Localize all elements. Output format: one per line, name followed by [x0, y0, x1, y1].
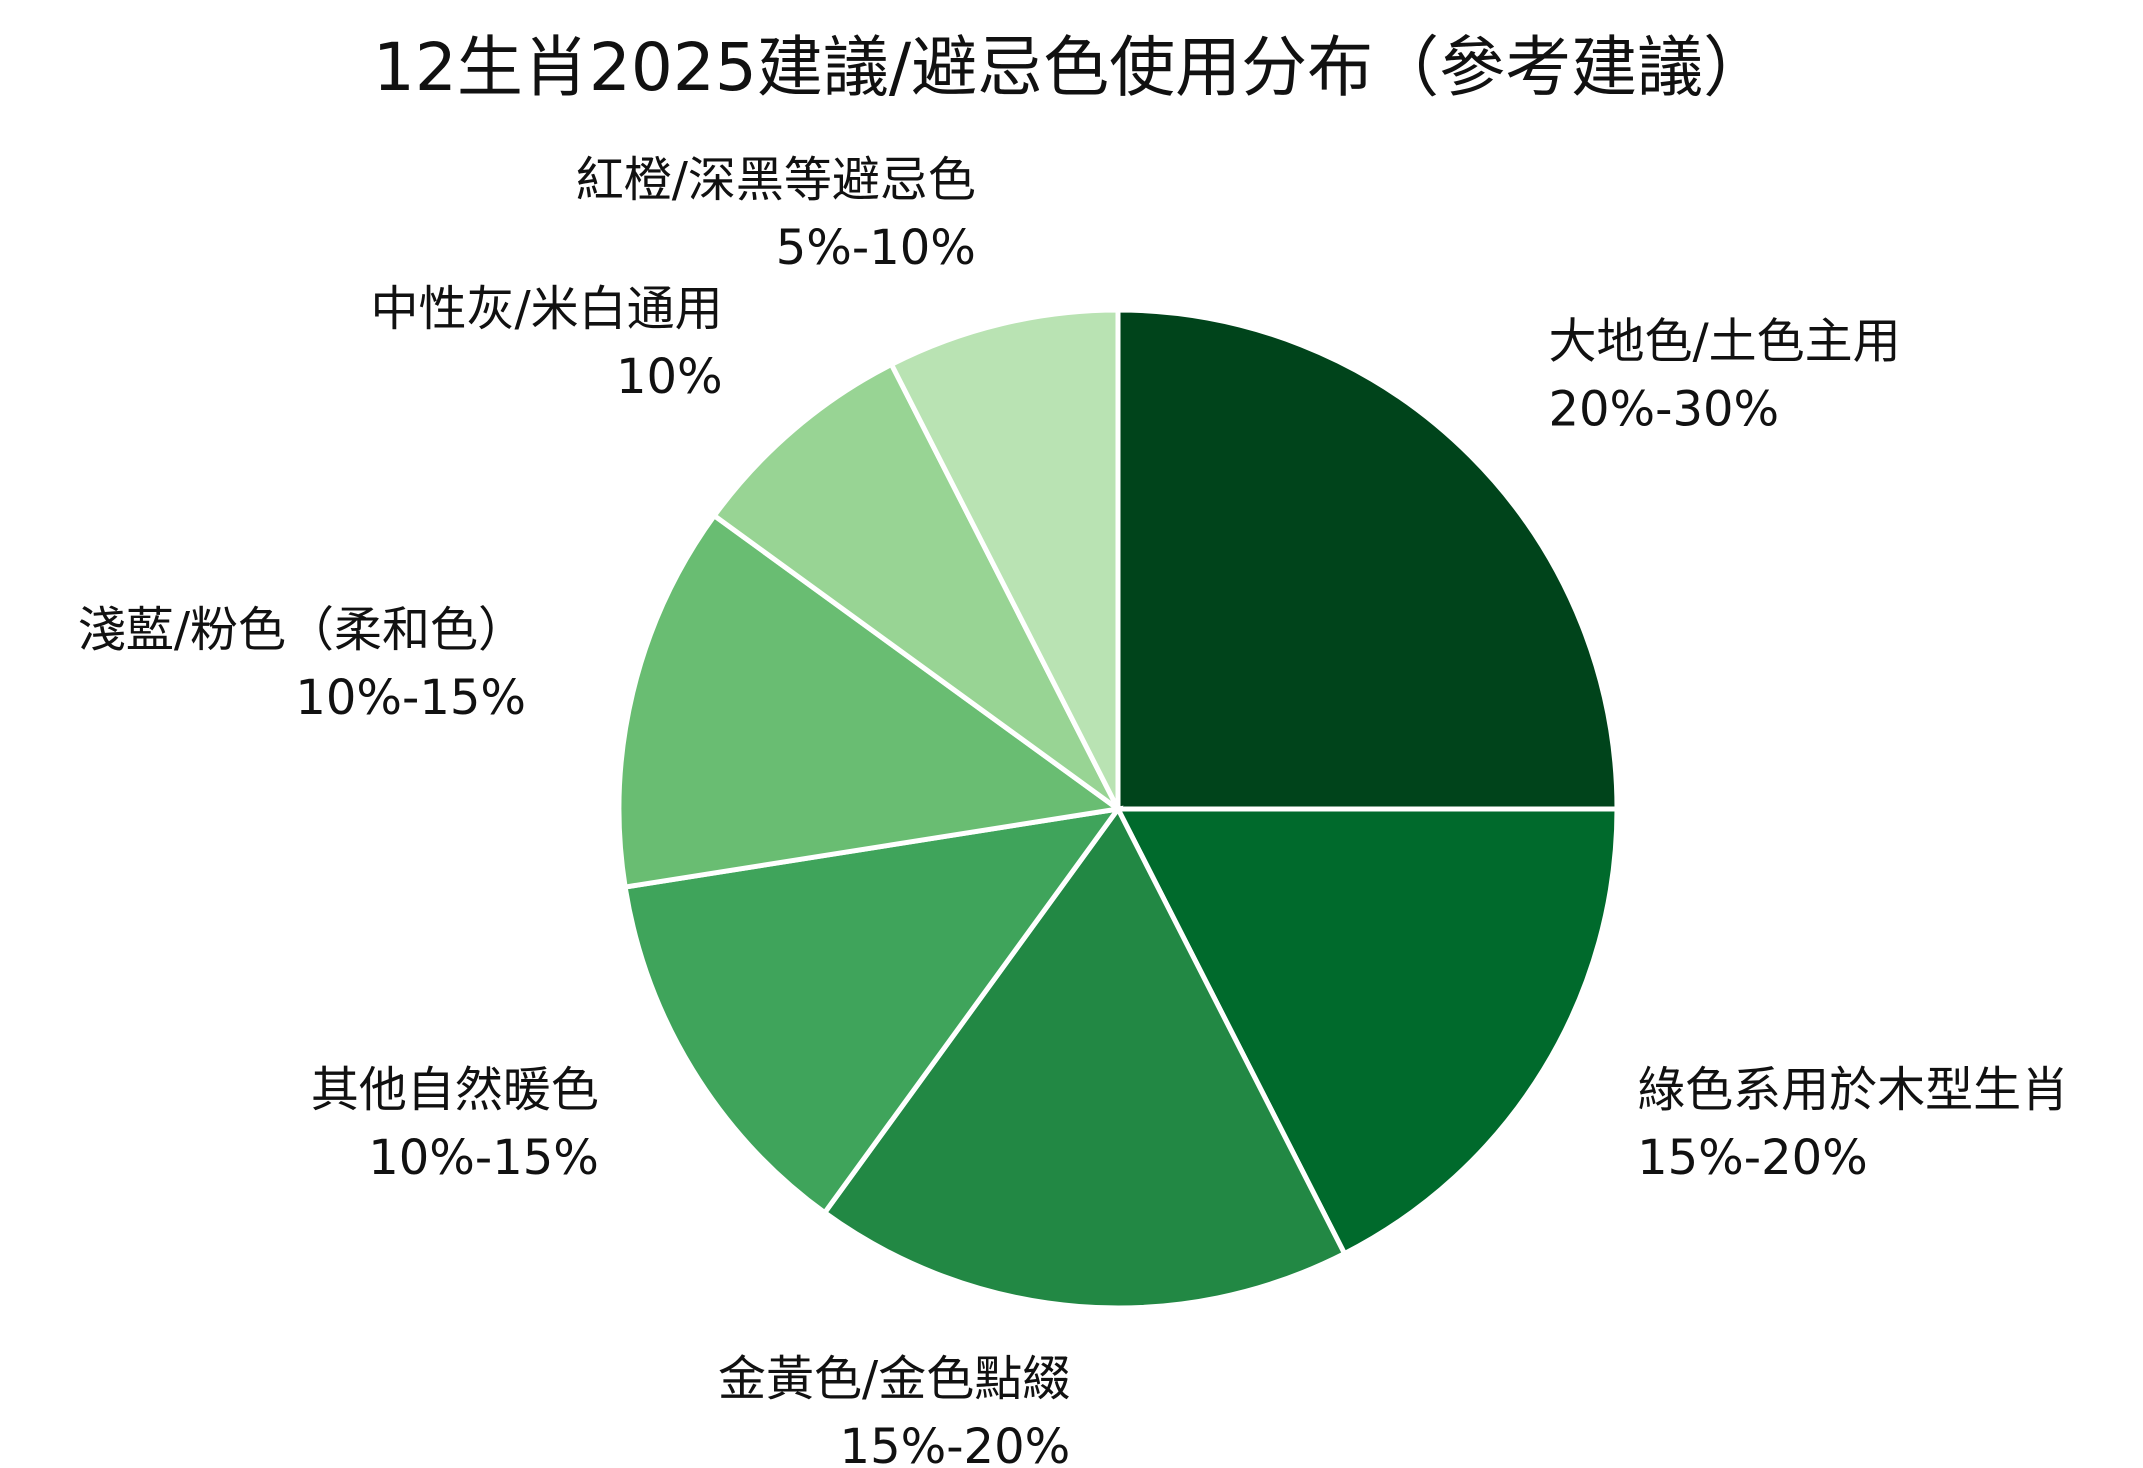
pie-slice	[888, 307, 1121, 811]
slice-label: 淺藍/粉色（柔和色）	[78, 602, 526, 658]
pie-slice	[821, 804, 1348, 1311]
pie-slice	[1115, 307, 1620, 812]
slice-label: 大地色/土色主用	[1548, 314, 1900, 370]
slice-label: 綠色系用於木型生肖	[1637, 1062, 2069, 1118]
slice-range: 15%-20%	[1637, 1130, 1868, 1186]
slice-range: 10%-15%	[295, 670, 526, 726]
slice-label: 其他自然暖色	[311, 1062, 599, 1118]
slice-range: 10%	[616, 349, 723, 405]
slice-range: 20%-30%	[1548, 382, 1779, 438]
pie-slice	[616, 512, 1125, 890]
slice-range: 5%-10%	[776, 220, 976, 276]
slice-range: 10%-15%	[368, 1130, 599, 1186]
slice-label: 中性灰/米白通用	[370, 281, 722, 337]
slice-label: 金黃色/金色點綴	[718, 1351, 1070, 1407]
pie-slice	[710, 361, 1121, 812]
pie-slice	[1113, 806, 1620, 1257]
chart-title: 12生肖2025建議/避忌色使用分布（參考建議）	[373, 29, 1769, 106]
pie-slice	[622, 805, 1124, 1217]
slice-label: 紅橙/深黑等避忌色	[576, 152, 976, 208]
slice-range: 15%-20%	[840, 1419, 1071, 1468]
